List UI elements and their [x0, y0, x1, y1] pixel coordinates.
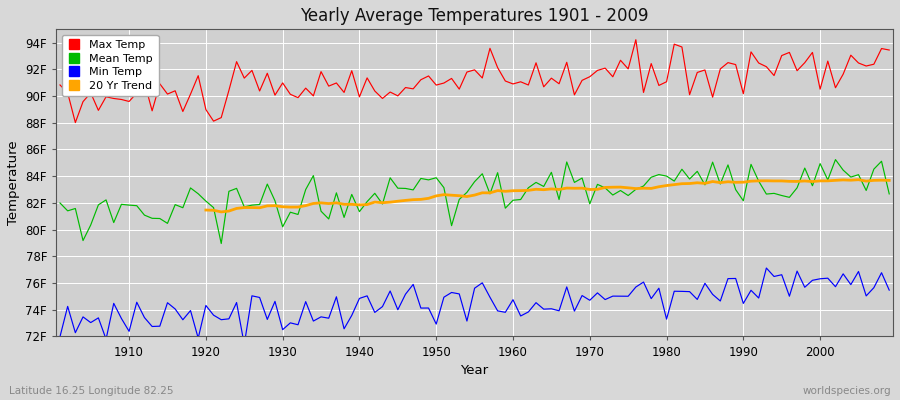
Min Temp [55, 334, 66, 339]
20 Yr Trend [508, 188, 518, 193]
Max Temp [884, 48, 895, 52]
Y-axis label: Temperature: Temperature [7, 140, 20, 225]
Min Temp [292, 322, 303, 327]
Min Temp [608, 294, 618, 298]
Min Temp [761, 266, 772, 270]
X-axis label: Year: Year [461, 364, 489, 377]
Text: worldspecies.org: worldspecies.org [803, 386, 891, 396]
Min Temp [238, 342, 249, 347]
Max Temp [55, 82, 66, 87]
Line: 20 Yr Trend: 20 Yr Trend [206, 180, 889, 212]
Mean Temp [508, 198, 518, 203]
Line: Min Temp: Min Temp [60, 268, 889, 344]
Max Temp [516, 79, 526, 84]
20 Yr Trend [500, 189, 510, 194]
Mean Temp [884, 192, 895, 196]
Min Temp [116, 316, 127, 321]
Legend: Max Temp, Mean Temp, Min Temp, 20 Yr Trend: Max Temp, Mean Temp, Min Temp, 20 Yr Tre… [62, 35, 158, 96]
Max Temp [338, 90, 349, 95]
Mean Temp [830, 157, 841, 162]
Min Temp [508, 297, 518, 302]
Line: Mean Temp: Mean Temp [60, 160, 889, 244]
Max Temp [630, 37, 641, 42]
Mean Temp [338, 215, 349, 220]
20 Yr Trend [285, 205, 296, 210]
Min Temp [338, 326, 349, 331]
20 Yr Trend [331, 200, 342, 205]
Min Temp [884, 288, 895, 292]
Title: Yearly Average Temperatures 1901 - 2009: Yearly Average Temperatures 1901 - 2009 [301, 7, 649, 25]
20 Yr Trend [884, 178, 895, 183]
Min Temp [516, 314, 526, 318]
Mean Temp [116, 202, 127, 207]
20 Yr Trend [599, 185, 610, 190]
Mean Temp [608, 193, 618, 198]
Max Temp [292, 95, 303, 100]
Line: Max Temp: Max Temp [60, 40, 889, 122]
Text: Latitude 16.25 Longitude 82.25: Latitude 16.25 Longitude 82.25 [9, 386, 174, 396]
Mean Temp [516, 197, 526, 202]
Mean Temp [55, 200, 66, 205]
Mean Temp [292, 212, 303, 217]
Max Temp [508, 82, 518, 86]
Mean Temp [216, 241, 227, 246]
Max Temp [608, 74, 618, 79]
Max Temp [70, 120, 81, 125]
Max Temp [123, 99, 134, 104]
